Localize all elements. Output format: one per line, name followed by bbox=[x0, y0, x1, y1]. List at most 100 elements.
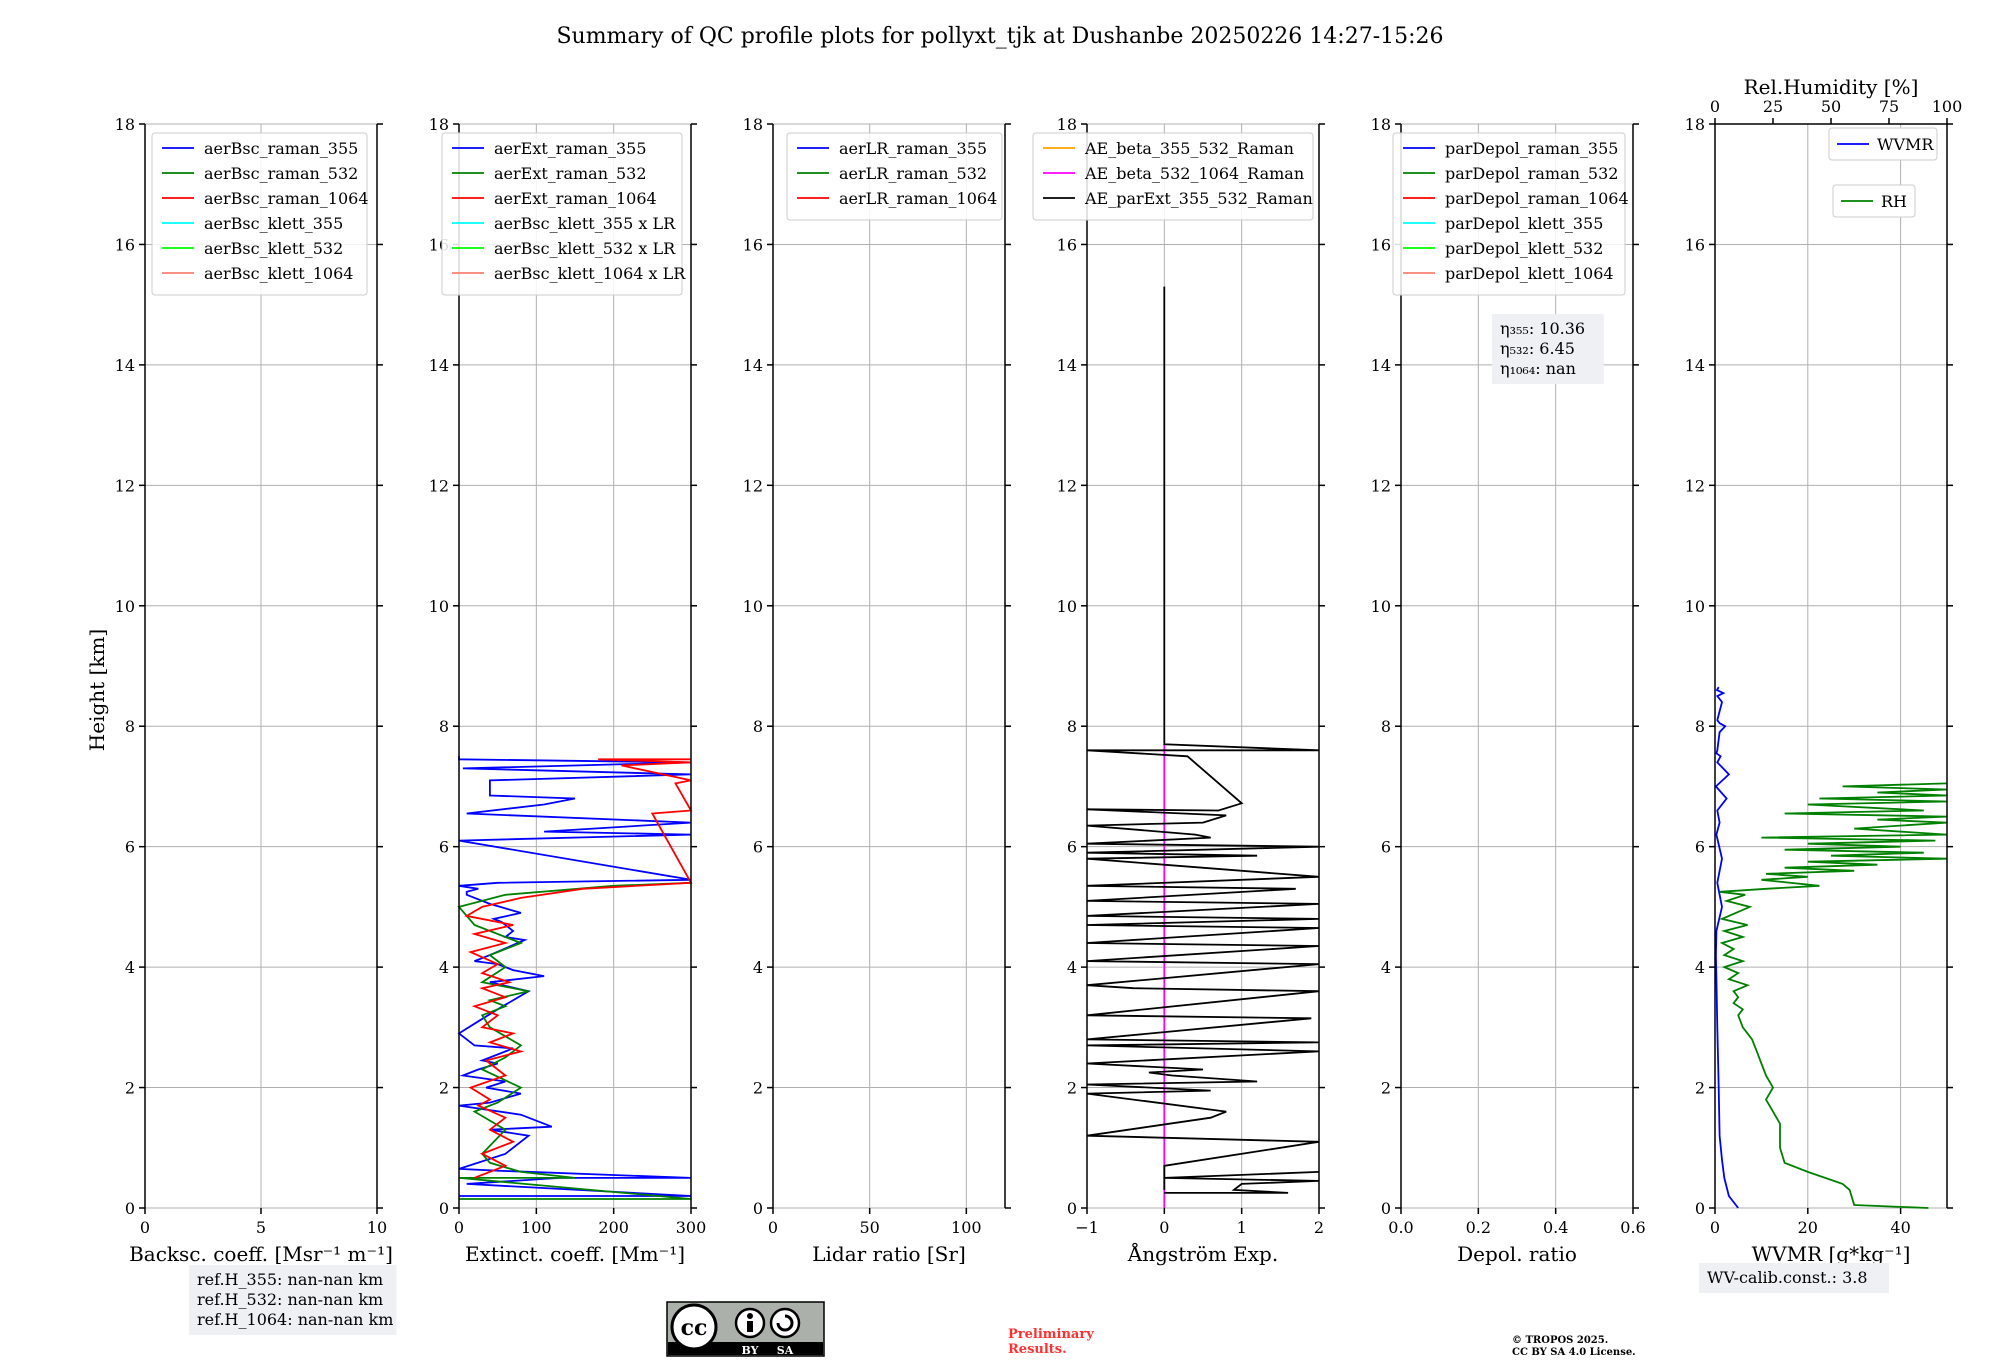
panel-5: 0 2 4 6 8 10 12 14 16 18 0.0 0.2 0.4 0.6 Depol. ratio p… bbox=[1371, 115, 1646, 1266]
legend-entry: aerExt_raman_532 bbox=[494, 164, 647, 183]
panel-1: 0 2 4 6 8 10 12 14 16 18 0 5 10 Backsc. coeff. [Msr⁻¹… bbox=[115, 115, 397, 1335]
ytick-label: 4 bbox=[1381, 958, 1391, 977]
ytick-label: 12 bbox=[429, 476, 449, 495]
top-axis-label: Rel.Humidity [%] bbox=[1744, 75, 1919, 99]
panel-3: 0 2 4 6 8 10 12 14 16 18 0 50 100 Lidar ratio [Sr] aer… bbox=[743, 115, 1011, 1266]
xtick-label: 40 bbox=[1890, 1218, 1910, 1237]
preliminary-label: Preliminary bbox=[1008, 1327, 1094, 1342]
ytick-label: 16 bbox=[1057, 235, 1077, 254]
license-badge[interactable]: cc BY SA bbox=[666, 1301, 825, 1357]
xtick-label: 50 bbox=[859, 1218, 879, 1237]
series-line-aerExt_raman_1064 bbox=[464, 758, 693, 1179]
legend-box bbox=[1828, 127, 1938, 161]
x-axis-label: Ångström Exp. bbox=[1127, 1241, 1278, 1266]
ytick-label: 6 bbox=[753, 838, 763, 857]
legend-entry: parDepol_klett_1064 bbox=[1445, 264, 1614, 283]
ytick-label: 18 bbox=[429, 115, 449, 134]
cc-icon bbox=[670, 1303, 718, 1351]
x2tick-label: 100 bbox=[1932, 97, 1963, 116]
legend-entry: aerExt_raman_355 bbox=[494, 139, 647, 158]
x-axis-label: Backsc. coeff. [Msr⁻¹ m⁻¹] bbox=[129, 1242, 393, 1266]
legend-entry: aerBsc_raman_355 bbox=[204, 139, 358, 158]
ytick-label: 10 bbox=[1057, 597, 1077, 616]
xtick-label: 1 bbox=[1237, 1218, 1247, 1237]
figure-title: Summary of QC profile plots for pollyxt_… bbox=[556, 24, 1443, 49]
xtick-label: 2 bbox=[1314, 1218, 1324, 1237]
legend-entry: AE_beta_355_532_Raman bbox=[1084, 139, 1294, 158]
xtick-label: 0.2 bbox=[1466, 1218, 1491, 1237]
legend-entry: aerExt_raman_1064 bbox=[494, 189, 657, 208]
legend-entry: aerBsc_raman_1064 bbox=[204, 189, 369, 208]
license-by-text: BY bbox=[742, 1344, 759, 1357]
ytick-label: 2 bbox=[439, 1079, 449, 1098]
legend-box bbox=[441, 132, 683, 296]
sa-circle-icon bbox=[769, 1307, 801, 1339]
legend-entry: aerLR_raman_1064 bbox=[839, 189, 997, 208]
legend-entry: parDepol_klett_355 bbox=[1445, 214, 1603, 233]
ytick-label: 16 bbox=[115, 235, 135, 254]
annotation-box bbox=[1699, 1263, 1889, 1293]
ytick-label: 12 bbox=[115, 476, 135, 495]
ytick-label: 8 bbox=[1695, 717, 1705, 736]
by-person-head bbox=[747, 1313, 753, 1319]
legend-entry: aerLR_raman_355 bbox=[839, 139, 987, 158]
legend-entry: aerBsc_klett_1064 x LR bbox=[494, 264, 686, 283]
legend-entry: parDepol_klett_532 bbox=[1445, 239, 1603, 258]
ytick-label: 2 bbox=[1067, 1079, 1077, 1098]
ytick-label: 8 bbox=[439, 717, 449, 736]
ytick-label: 2 bbox=[753, 1079, 763, 1098]
ytick-label: 8 bbox=[1381, 717, 1391, 736]
ytick-label: 4 bbox=[1695, 958, 1705, 977]
license-sa-text: SA bbox=[777, 1344, 794, 1357]
xtick-label: 100 bbox=[951, 1218, 982, 1237]
ytick-label: 4 bbox=[439, 958, 449, 977]
ytick-label: 4 bbox=[753, 958, 763, 977]
ytick-label: 0 bbox=[1067, 1199, 1077, 1218]
ytick-label: 14 bbox=[743, 356, 763, 375]
legend-entry: WVMR bbox=[1877, 135, 1934, 154]
annotation-text: ref.H_1064: nan-nan km bbox=[197, 1310, 393, 1329]
annotation-text: η₃₅₅: 10.36 bbox=[1500, 319, 1585, 338]
cc-icon-label: cc bbox=[681, 1315, 708, 1341]
height-axis-label: Height [km] bbox=[85, 629, 109, 751]
ytick-label: 16 bbox=[743, 235, 763, 254]
ytick-label: 16 bbox=[1371, 235, 1391, 254]
x2tick-label: 25 bbox=[1763, 97, 1783, 116]
ytick-label: 18 bbox=[1685, 115, 1705, 134]
annotation-box bbox=[1492, 314, 1604, 384]
ytick-label: 10 bbox=[743, 597, 763, 616]
xtick-label: 0 bbox=[454, 1218, 464, 1237]
xtick-label: 0 bbox=[768, 1218, 778, 1237]
legend-entry: aerLR_raman_532 bbox=[839, 164, 987, 183]
ytick-label: 18 bbox=[1371, 115, 1391, 134]
ytick-label: 12 bbox=[1371, 476, 1391, 495]
ytick-label: 0 bbox=[125, 1199, 135, 1218]
annotation-text: η₁₀₆₄: nan bbox=[1500, 359, 1576, 378]
xtick-label: 0 bbox=[1710, 1218, 1720, 1237]
ytick-label: 0 bbox=[439, 1199, 449, 1218]
ytick-label: 6 bbox=[439, 838, 449, 857]
xtick-label: 10 bbox=[367, 1218, 387, 1237]
legend-entry: aerBsc_klett_1064 bbox=[204, 264, 353, 283]
legend-box bbox=[1832, 184, 1916, 218]
ytick-label: 14 bbox=[115, 356, 135, 375]
ytick-label: 10 bbox=[429, 597, 449, 616]
series-line-extra bbox=[1164, 1171, 1320, 1194]
ytick-label: 2 bbox=[1381, 1079, 1391, 1098]
legend-entry: aerBsc_klett_532 bbox=[204, 239, 343, 258]
ytick-label: 14 bbox=[1371, 356, 1391, 375]
results-label: Results. bbox=[1008, 1342, 1067, 1357]
ytick-label: 10 bbox=[1371, 597, 1391, 616]
series-line-WVMR bbox=[1714, 686, 1739, 1209]
ytick-label: 6 bbox=[125, 838, 135, 857]
ytick-label: 0 bbox=[1381, 1199, 1391, 1218]
annotation-text: ref.H_355: nan-nan km bbox=[197, 1270, 383, 1289]
ytick-label: 10 bbox=[1685, 597, 1705, 616]
legend-entry: aerBsc_klett_532 x LR bbox=[494, 239, 676, 258]
sa-arrow-icon bbox=[776, 1314, 794, 1332]
ytick-label: 18 bbox=[1057, 115, 1077, 134]
x2tick-label: 0 bbox=[1710, 97, 1720, 116]
